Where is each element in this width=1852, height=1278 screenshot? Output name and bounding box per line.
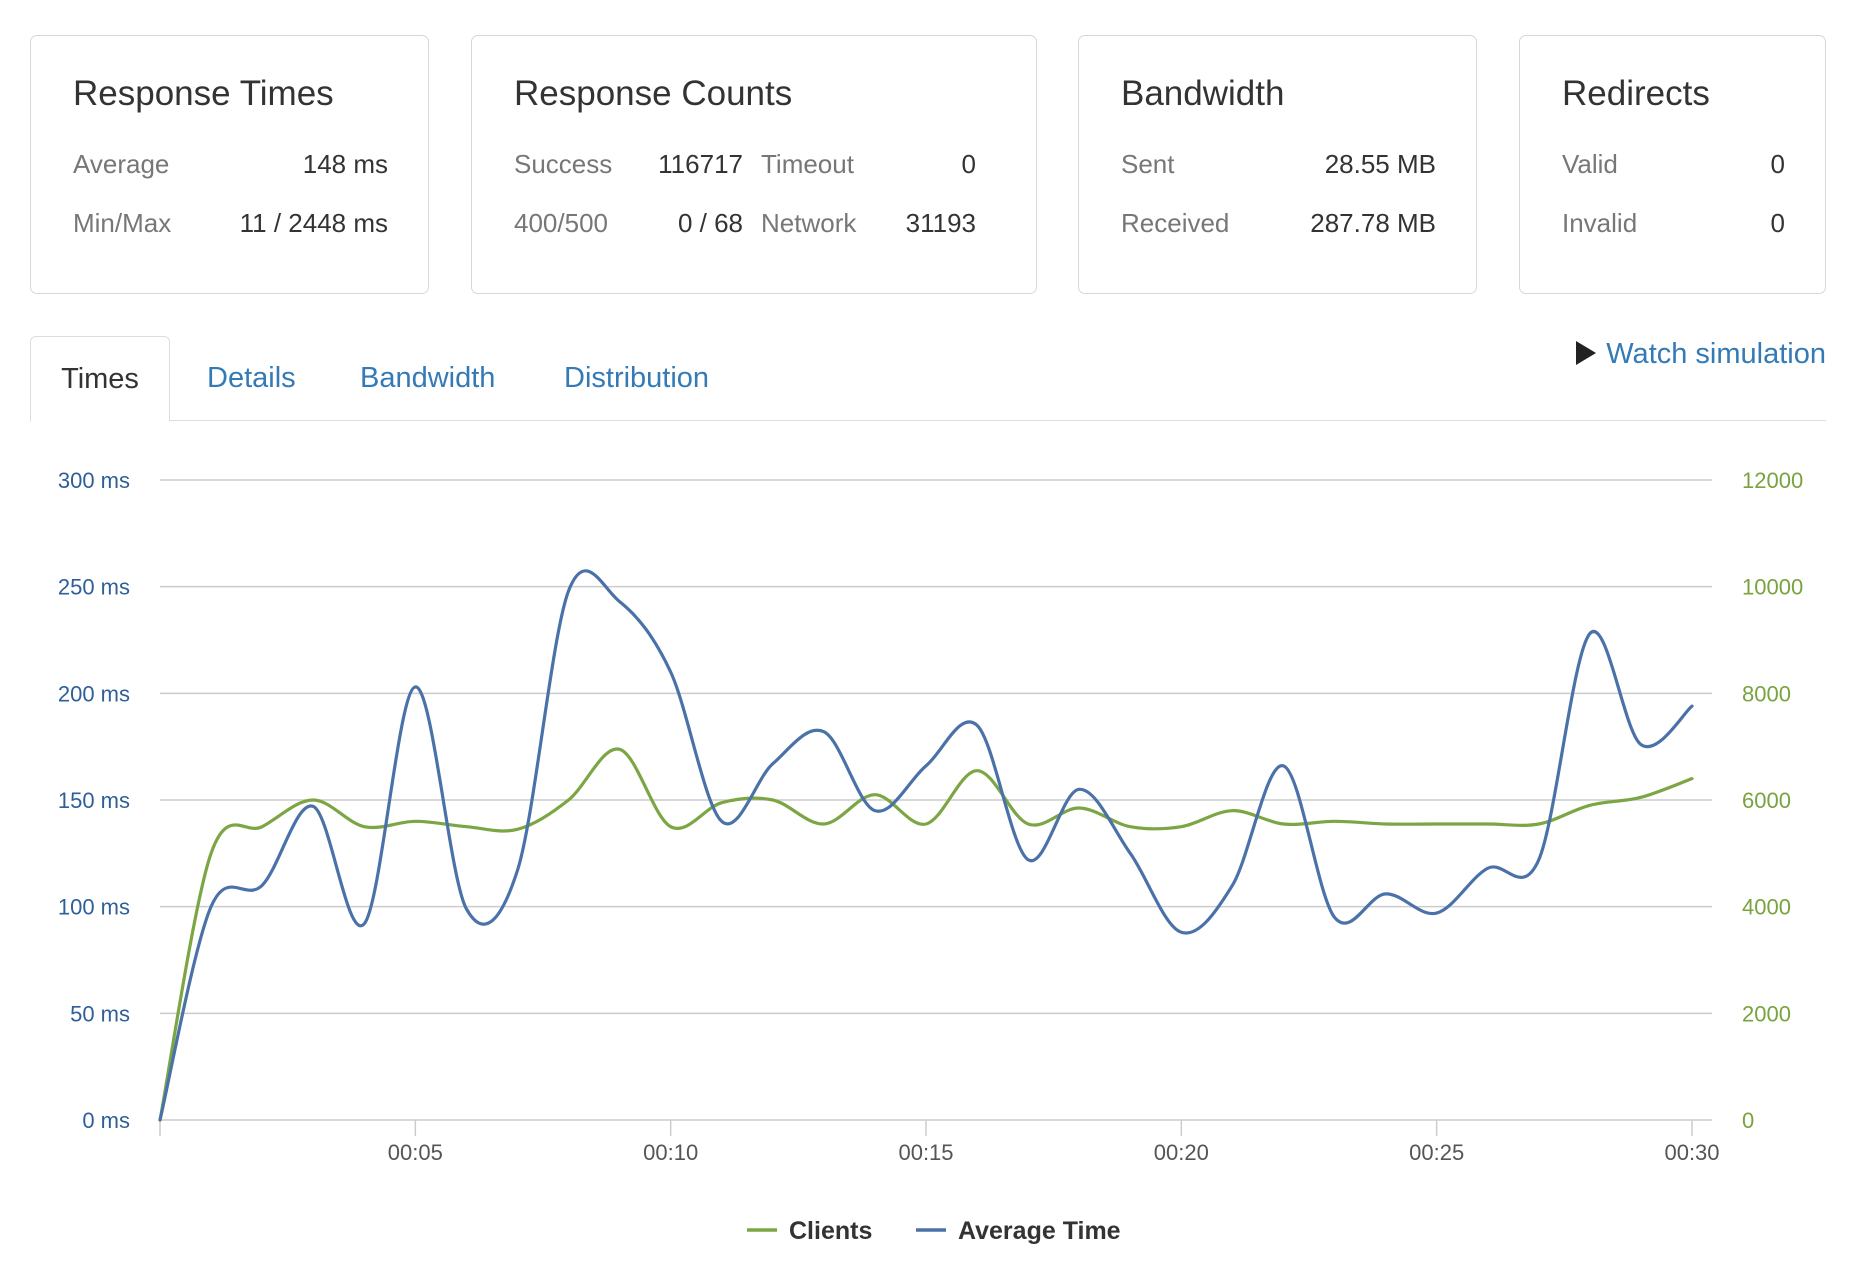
legend-item-clients[interactable]: Clients [747, 1217, 872, 1245]
invalid-value: 0 [1770, 208, 1785, 238]
sent-value: 28.55 MB [1324, 149, 1436, 179]
error-value: 0 / 68 [677, 208, 743, 238]
x-tick-label: 00:10 [643, 1140, 698, 1165]
tab-details[interactable]: Details [207, 362, 296, 394]
average-value: 148 ms [302, 149, 388, 179]
x-axis: 00:05 00:10 00:15 00:20 00:25 00:30 [159, 1120, 1720, 1165]
legend-label: Clients [789, 1217, 872, 1245]
redirects-card: Redirects Valid 0 Invalid 0 [1519, 35, 1826, 294]
y-right-tick-label: 4000 [1742, 895, 1791, 920]
average-time-series-line [158, 569, 1694, 1122]
response-counts-card: Response Counts Success 116717 Timeout 0… [471, 35, 1037, 294]
series-lines [158, 569, 1694, 1122]
tab-times[interactable]: Times [30, 336, 170, 422]
timeout-label: Timeout [761, 149, 854, 179]
tab-bandwidth[interactable]: Bandwidth [360, 362, 496, 394]
y-left-tick-label: 200 ms [58, 681, 130, 706]
success-label: Success [514, 149, 613, 179]
y-left-tick-label: 0 ms [82, 1108, 130, 1133]
received-label: Received [1121, 208, 1230, 238]
left-axis-labels: 0 ms 50 ms 100 ms 150 ms 200 ms 250 ms 300 ms [58, 468, 130, 1133]
timeout-value: 0 [961, 149, 976, 179]
bandwidth-card: Bandwidth Sent 28.55 MB Received 287.78 … [1078, 35, 1477, 294]
card-title: Response Times [73, 74, 334, 113]
success-value: 116717 [658, 149, 743, 179]
valid-label: Valid [1562, 149, 1618, 179]
error-label: 400/500 [514, 208, 608, 238]
minmax-label: Min/Max [73, 208, 172, 238]
response-times-card: Response Times Average 148 ms Min/Max 11… [30, 35, 429, 294]
card-title: Redirects [1562, 74, 1710, 113]
clients-series-line [158, 747, 1694, 1122]
y-right-tick-label: 0 [1742, 1108, 1754, 1133]
x-tick-label: 00:20 [1154, 1140, 1209, 1165]
tab-distribution[interactable]: Distribution [564, 362, 710, 394]
card-title: Response Counts [514, 74, 793, 113]
watch-simulation-link[interactable]: Watch simulation [1576, 338, 1826, 371]
x-tick-label: 00:05 [388, 1140, 443, 1165]
sent-label: Sent [1121, 149, 1175, 179]
legend-label: Average Time [958, 1217, 1121, 1245]
network-label: Network [761, 208, 857, 238]
y-right-tick-label: 10000 [1742, 575, 1803, 600]
y-left-tick-label: 50 ms [70, 1001, 130, 1026]
valid-value: 0 [1770, 149, 1785, 179]
invalid-label: Invalid [1562, 208, 1638, 238]
legend-item-average-time[interactable]: Average Time [916, 1217, 1121, 1245]
y-left-tick-label: 250 ms [58, 575, 130, 600]
y-left-tick-label: 150 ms [58, 788, 130, 813]
right-axis-labels: 0 2000 4000 6000 8000 10000 12000 [1742, 468, 1803, 1133]
network-value: 31193 [905, 208, 976, 238]
y-right-tick-label: 12000 [1742, 468, 1803, 493]
x-tick-label: 00:25 [1409, 1140, 1464, 1165]
x-tick-label: 00:30 [1664, 1140, 1719, 1165]
y-left-tick-label: 300 ms [58, 468, 130, 493]
card-title: Bandwidth [1121, 74, 1285, 113]
average-label: Average [73, 149, 170, 179]
received-value: 287.78 MB [1310, 208, 1436, 238]
y-right-tick-label: 8000 [1742, 681, 1791, 706]
y-left-tick-label: 100 ms [58, 895, 130, 920]
legend: Clients Average Time [747, 1217, 1121, 1245]
grid-lines [160, 479, 1712, 1121]
y-right-tick-label: 2000 [1742, 1001, 1791, 1026]
watch-simulation-label: Watch simulation [1606, 338, 1826, 370]
y-right-tick-label: 6000 [1742, 788, 1791, 813]
play-icon [1576, 341, 1597, 365]
x-tick-label: 00:15 [898, 1140, 953, 1165]
tab-bar: Times Details Bandwidth Distribution [30, 336, 1826, 422]
minmax-value: 11 / 2448 ms [239, 208, 388, 238]
